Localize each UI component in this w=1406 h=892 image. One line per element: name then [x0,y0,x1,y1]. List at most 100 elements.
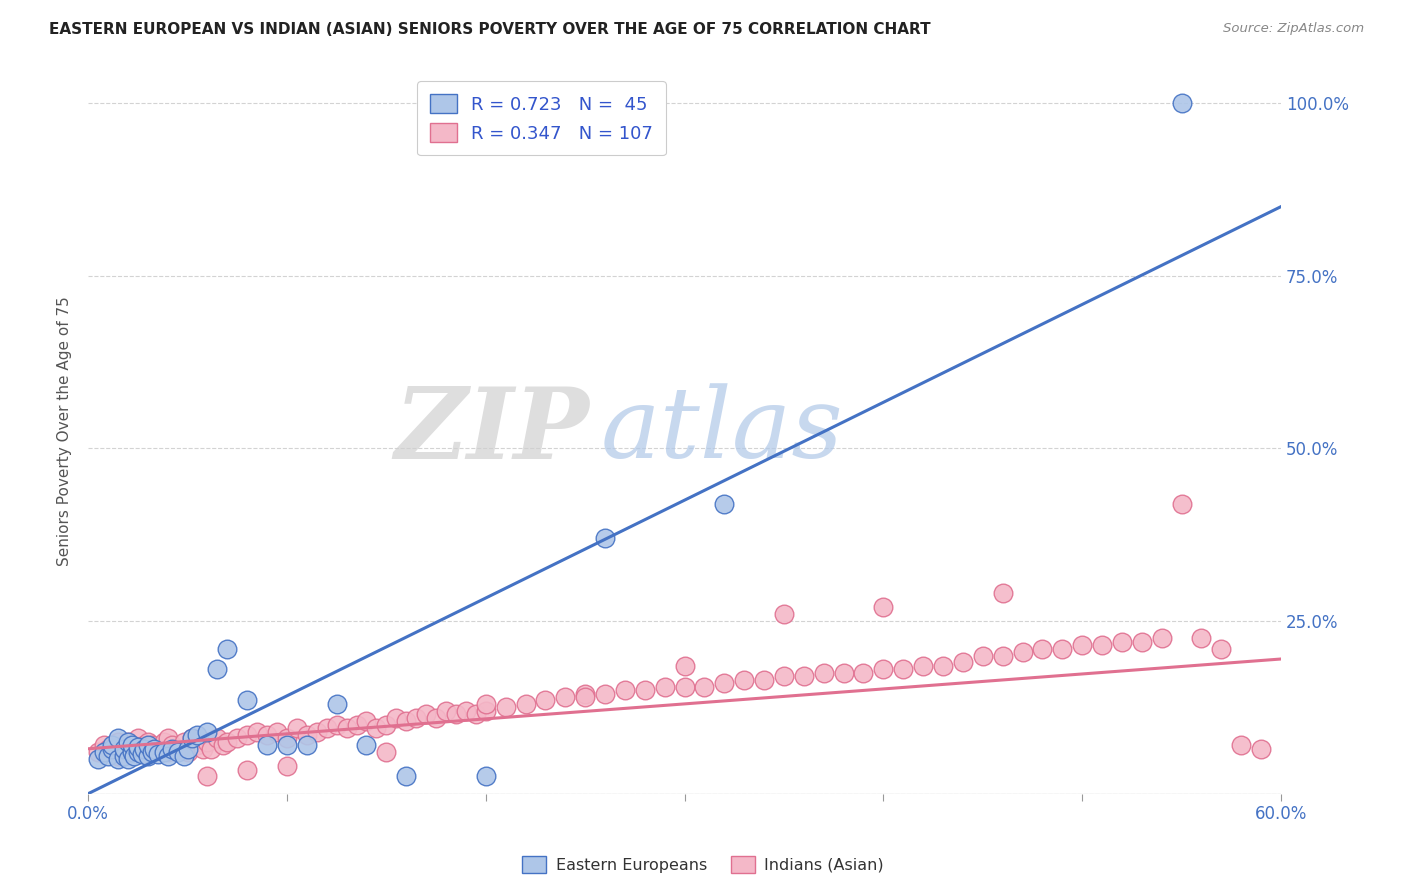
Legend: R = 0.723   N =  45, R = 0.347   N = 107: R = 0.723 N = 45, R = 0.347 N = 107 [418,81,666,155]
Point [356,739,378,753]
Point [1031,641,1053,656]
Point [634,683,657,698]
Point [180,731,202,746]
Point [121,739,143,753]
Point [236,763,259,777]
Point [1111,634,1133,648]
Point [295,728,318,742]
Point [474,697,496,711]
Point [295,739,318,753]
Point [121,741,143,756]
Point [813,665,835,680]
Point [121,745,143,759]
Point [156,731,179,746]
Point [405,711,427,725]
Point [152,735,174,749]
Point [1052,641,1074,656]
Point [773,669,796,683]
Point [246,724,269,739]
Point [217,641,239,656]
Point [101,741,124,756]
Point [872,662,894,676]
Point [131,747,153,761]
Point [107,731,129,746]
Point [236,728,259,742]
Point [495,700,517,714]
Point [101,739,124,753]
Point [266,724,288,739]
Point [87,745,110,759]
Point [385,711,408,725]
Point [127,745,149,759]
Point [1011,645,1033,659]
Point [673,680,696,694]
Point [136,735,159,749]
Point [156,745,179,759]
Point [200,741,222,756]
Point [713,676,735,690]
Point [832,665,855,680]
Y-axis label: Seniors Poverty Over the Age of 75: Seniors Poverty Over the Age of 75 [58,296,72,566]
Point [1071,638,1094,652]
Point [991,586,1014,600]
Point [226,731,249,746]
Point [93,745,115,759]
Point [156,748,179,763]
Text: EASTERN EUROPEAN VS INDIAN (ASIAN) SENIORS POVERTY OVER THE AGE OF 75 CORRELATIO: EASTERN EUROPEAN VS INDIAN (ASIAN) SENIO… [49,22,931,37]
Point [336,721,359,735]
Point [752,673,775,687]
Text: atlas: atlas [600,384,844,479]
Point [117,735,139,749]
Point [1130,634,1153,648]
Point [534,693,557,707]
Point [1091,638,1114,652]
Text: Source: ZipAtlas.com: Source: ZipAtlas.com [1223,22,1364,36]
Point [613,683,636,698]
Point [693,680,716,694]
Point [593,531,616,545]
Point [713,497,735,511]
Point [574,690,596,704]
Point [132,741,155,756]
Point [515,697,537,711]
Point [173,748,195,763]
Point [593,687,616,701]
Point [554,690,576,704]
Point [932,659,955,673]
Point [474,704,496,718]
Point [136,739,159,753]
Point [132,739,155,753]
Point [217,735,239,749]
Point [872,600,894,615]
Point [160,741,183,756]
Point [197,724,219,739]
Point [127,731,149,746]
Point [773,607,796,621]
Point [366,721,388,735]
Point [1250,741,1272,756]
Point [146,741,169,756]
Point [276,759,298,773]
Point [415,707,437,722]
Point [356,714,378,728]
Point [315,721,337,735]
Point [136,747,159,761]
Point [117,735,139,749]
Point [197,769,219,783]
Point [107,748,129,763]
Point [325,697,347,711]
Point [107,735,129,749]
Point [141,745,163,759]
Point [1191,632,1213,646]
Point [1230,739,1253,753]
Point [952,656,974,670]
Legend: Eastern Europeans, Indians (Asian): Eastern Europeans, Indians (Asian) [516,849,890,880]
Point [395,769,418,783]
Point [454,704,477,718]
Point [101,745,124,759]
Point [972,648,994,663]
Point [425,711,447,725]
Point [236,693,259,707]
Point [912,659,935,673]
Point [97,741,120,756]
